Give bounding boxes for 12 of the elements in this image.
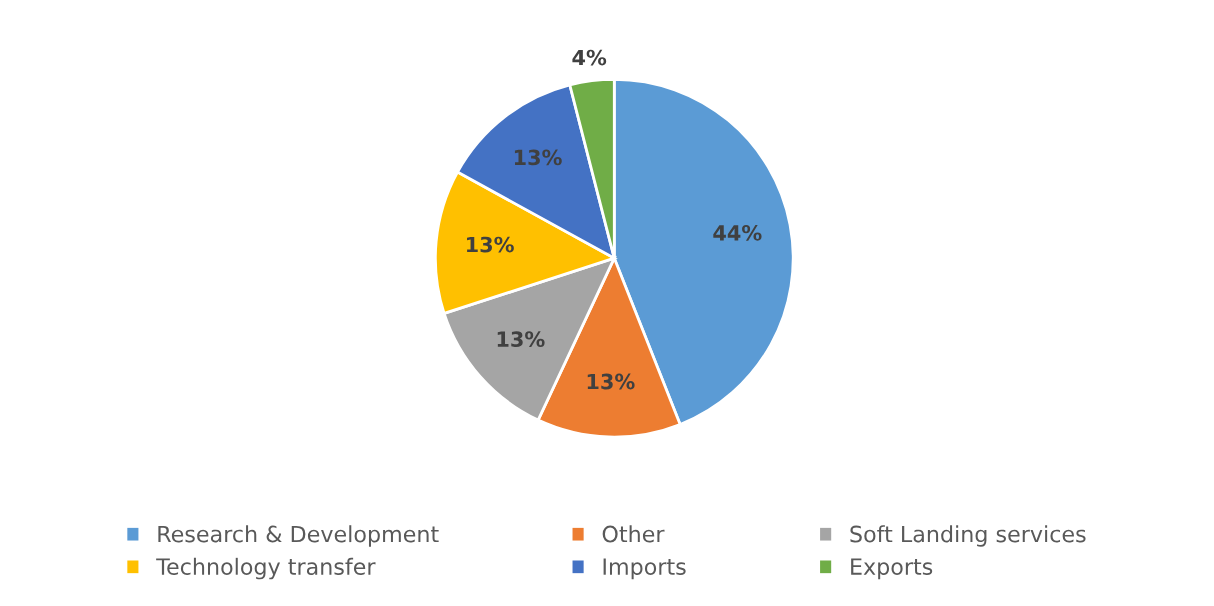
- data-label: 13%: [514, 149, 562, 166]
- legend-label: Soft Landing services: [850, 525, 1086, 547]
- data-label: 13%: [497, 331, 545, 348]
- data-label: 44%: [713, 224, 762, 241]
- data-label: 4%: [572, 49, 607, 66]
- legend-label: Other: [602, 525, 665, 543]
- legend-label: Exports: [851, 558, 933, 580]
- legend-label: Research & Development: [158, 525, 439, 547]
- legend-label: Imports: [603, 558, 686, 580]
- legend-label: Technology transfer: [156, 557, 376, 580]
- data-label: 13%: [587, 373, 635, 390]
- data-label: 13%: [467, 236, 514, 253]
